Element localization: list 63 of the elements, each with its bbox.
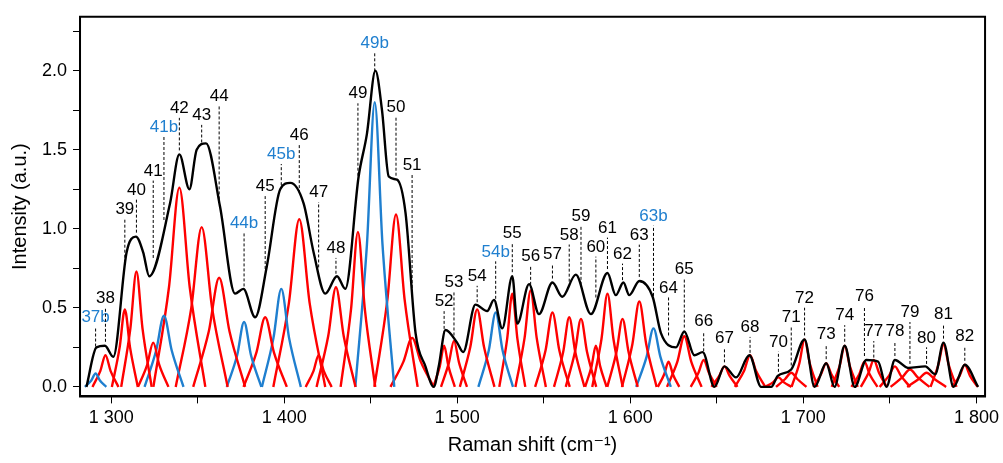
annotation: 78 [885,321,905,341]
annotation: 72 [795,287,815,307]
y-axis-title: Intensity (a.u.) [7,143,30,270]
annotation: 54 [467,266,487,285]
annotation: 44 [209,86,229,106]
annotation: 63b [639,205,668,225]
x-tick-label: 1 500 [434,407,480,428]
annotation: 46 [289,125,309,145]
annotation: 53 [444,272,464,292]
x-tick-label: 1 800 [953,407,999,428]
annotation: 70 [768,331,788,351]
y-tick-label: 0.5 [41,296,68,317]
annotation: 60 [586,236,606,256]
annotation: 55 [502,222,522,242]
annotation: 74 [835,305,855,325]
annotation: 80 [917,327,937,347]
y-tick-label: 1.0 [41,217,68,238]
y-tick-label: 2.0 [41,59,68,80]
annotation: 77 [864,321,884,341]
annotation: 63 [629,224,649,244]
x-axis-title: Raman shift (cm⁻¹) [447,432,618,455]
annotation: 44b [229,213,259,233]
annotation: 41b [149,117,179,137]
annotation: 65 [674,258,694,278]
annotation: 62 [613,243,632,263]
annotation: 59 [571,205,591,225]
annotation: 81 [934,303,953,323]
annotation: 61 [598,217,617,237]
x-tick-label: 1 700 [780,407,826,428]
annotation: 67 [714,327,734,347]
x-tick-label: 1 600 [607,407,653,428]
annotation: 52 [434,291,454,311]
annotation: 41 [143,160,163,180]
annotation: 43 [192,105,212,125]
annotation: 56 [521,245,541,265]
annotation: 50 [386,96,406,116]
annotation: 51 [402,155,422,174]
annotation: 45b [267,144,296,164]
annotation: 82 [955,325,975,345]
annotation: 58 [559,224,579,244]
annotation: 47 [309,182,329,202]
annotation: 49 [348,83,368,103]
annotation: 49b [360,32,389,52]
annotation: 71 [781,306,801,326]
annotation: 57 [542,243,562,263]
x-tick-label: 1 400 [261,407,307,428]
annotation: 42 [169,98,189,118]
annotation: 48 [326,238,346,258]
annotation: 40 [126,179,146,199]
annotation: 45 [255,176,275,196]
annotation: 76 [854,286,874,306]
annotation: 73 [816,324,836,344]
y-tick-label: 1.5 [41,138,68,159]
y-tick-label: 0.0 [41,375,68,396]
annotation: 39 [115,198,135,218]
annotation: 37b [81,307,110,327]
annotation: 68 [740,317,760,337]
annotation: 54b [481,241,510,261]
annotation: 38 [96,288,115,308]
annotation: 64 [659,277,679,297]
annotation: 79 [900,302,920,322]
x-tick-label: 1 300 [88,407,134,428]
annotation: 66 [694,311,714,331]
